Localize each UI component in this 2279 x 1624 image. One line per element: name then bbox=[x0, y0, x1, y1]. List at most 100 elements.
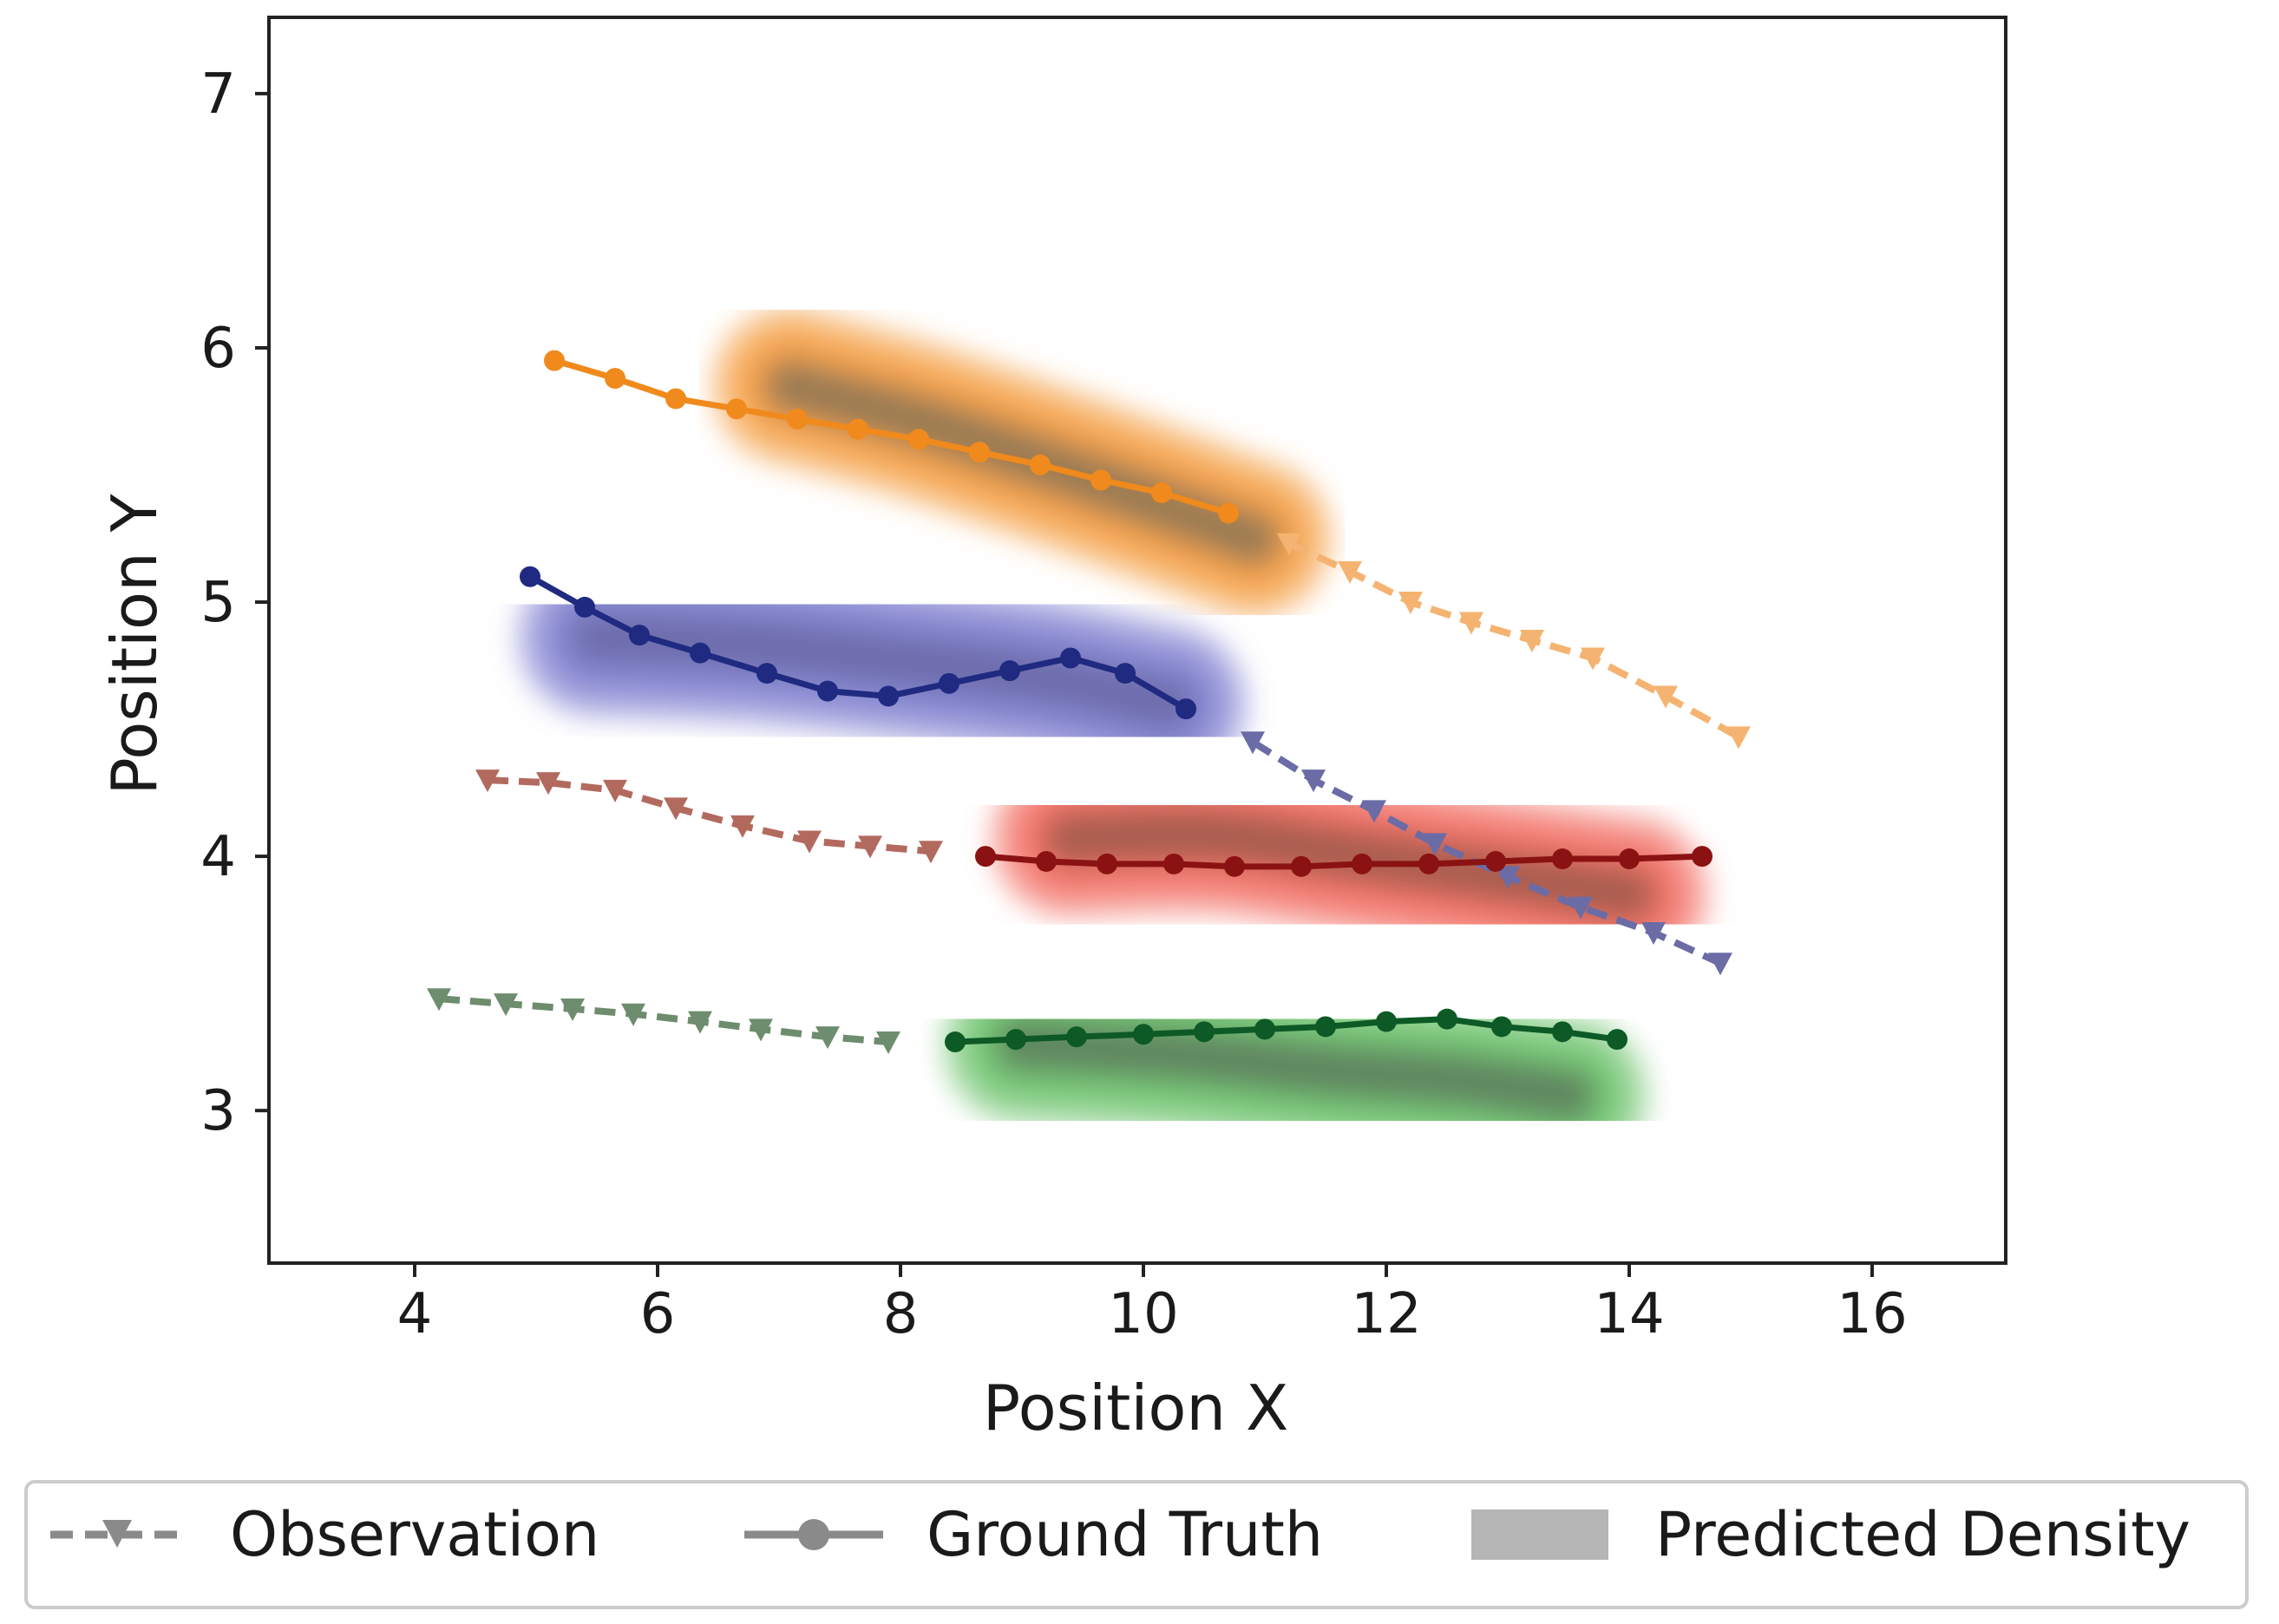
ground-truth-point bbox=[1115, 663, 1136, 684]
y-axis-ticks: 3 4 5 6 7 bbox=[200, 62, 269, 1143]
observation-point bbox=[1423, 833, 1447, 856]
plot-frame bbox=[267, 16, 2007, 1265]
ground-truth-point bbox=[1176, 698, 1196, 720]
observation-red bbox=[475, 769, 943, 864]
ground-truth-point bbox=[1151, 482, 1172, 504]
ground-truth-point bbox=[969, 442, 990, 463]
ground-truth-point bbox=[1005, 1029, 1026, 1051]
observation-point bbox=[876, 1031, 900, 1055]
observation-point bbox=[1459, 612, 1483, 635]
ground-truth-point bbox=[1437, 1008, 1457, 1030]
ground-truth-point bbox=[1552, 848, 1573, 870]
observation-point bbox=[730, 815, 755, 838]
ground-truth-point bbox=[999, 660, 1020, 682]
legend-observation-label: Observation bbox=[230, 1499, 599, 1570]
ground-truth-point bbox=[1619, 848, 1640, 870]
ground-truth-point bbox=[1254, 1018, 1275, 1040]
observation-point bbox=[815, 1026, 840, 1050]
ground-truth-point bbox=[1066, 1026, 1087, 1048]
observation-point bbox=[603, 779, 627, 802]
legend-density-patch bbox=[1471, 1509, 1608, 1560]
ground-truth-point bbox=[939, 672, 959, 694]
density-green bbox=[940, 961, 1651, 1178]
ground-truth-point bbox=[520, 566, 540, 587]
y-axis-label: Position Y bbox=[98, 493, 171, 795]
legend-ground-truth-label: Ground Truth bbox=[927, 1499, 1323, 1570]
observation-point bbox=[536, 772, 560, 796]
observation-point bbox=[858, 835, 882, 859]
ground-truth-point bbox=[544, 350, 565, 371]
observation-line bbox=[1287, 540, 1740, 740]
observation-point bbox=[621, 1003, 645, 1026]
legend-observation-marker-icon bbox=[102, 1520, 132, 1548]
ground-truth-point bbox=[817, 680, 838, 702]
y-tick-label: 6 bbox=[200, 317, 236, 381]
observation-point bbox=[1654, 685, 1678, 709]
ground-truth-point bbox=[726, 398, 747, 420]
ground-truth-green bbox=[945, 1008, 1627, 1053]
density-layer bbox=[514, 303, 1712, 1178]
observation-point bbox=[494, 993, 518, 1017]
ground-truth-point bbox=[605, 368, 625, 390]
ground-truth-point bbox=[908, 429, 929, 450]
observation-point bbox=[1708, 953, 1732, 976]
y-tick-label: 7 bbox=[200, 62, 236, 127]
observation-point bbox=[664, 797, 688, 821]
x-tick-label: 4 bbox=[397, 1282, 433, 1346]
observation-point bbox=[1496, 866, 1520, 889]
observation-point bbox=[1241, 731, 1265, 755]
ground-truth-point bbox=[848, 418, 868, 440]
x-tick-label: 10 bbox=[1108, 1282, 1178, 1346]
ground-truth-point bbox=[1491, 1016, 1512, 1038]
ground-truth-point bbox=[1291, 855, 1312, 877]
ground-truth-point bbox=[1097, 853, 1117, 874]
ground-truth-point bbox=[1036, 850, 1057, 872]
x-axis-label: Position X bbox=[983, 1372, 1289, 1444]
observation-point bbox=[1338, 560, 1362, 584]
x-tick-label: 8 bbox=[883, 1282, 919, 1346]
observation-line bbox=[487, 776, 932, 855]
observation-point bbox=[1277, 533, 1301, 556]
ground-truth-red bbox=[975, 846, 1713, 877]
x-axis-ticks: 4 6 8 10 12 14 16 bbox=[397, 1263, 1908, 1346]
x-tick-label: 12 bbox=[1351, 1282, 1421, 1346]
ground-truth-point bbox=[629, 625, 650, 646]
observation-point bbox=[1301, 769, 1326, 793]
observation-point bbox=[797, 830, 822, 854]
x-tick-label: 16 bbox=[1837, 1282, 1907, 1346]
ground-truth-point bbox=[665, 388, 686, 409]
observation-line bbox=[1250, 738, 1722, 966]
observation-point bbox=[688, 1011, 712, 1034]
observation-point bbox=[1362, 800, 1386, 823]
legend: Observation Ground Truth Predicted Densi… bbox=[24, 1480, 2249, 1609]
legend-entry-predicted-density: Predicted Density bbox=[1471, 1499, 2191, 1570]
observation-point bbox=[749, 1018, 773, 1042]
ground-truth-point bbox=[975, 846, 996, 868]
ground-truth-point bbox=[1090, 469, 1111, 491]
ground-truth-point bbox=[1485, 850, 1506, 872]
observation-layer bbox=[427, 533, 1751, 1055]
y-tick-label: 3 bbox=[200, 1079, 236, 1143]
observation-point bbox=[1398, 592, 1423, 615]
legend-ground-truth-marker-icon bbox=[798, 1519, 829, 1550]
x-tick-label: 6 bbox=[640, 1282, 676, 1346]
observation-point bbox=[475, 769, 500, 793]
ground-truth-blue bbox=[520, 566, 1196, 720]
ground-truth-point bbox=[1352, 853, 1372, 874]
observation-point bbox=[919, 841, 943, 864]
ground-truth-point bbox=[690, 642, 711, 664]
x-tick-label: 14 bbox=[1594, 1282, 1664, 1346]
ground-truth-point bbox=[1315, 1016, 1336, 1038]
observation-point bbox=[560, 998, 585, 1021]
ground-truth-point bbox=[1552, 1021, 1573, 1043]
y-tick-label: 4 bbox=[200, 825, 236, 889]
observation-point bbox=[1520, 630, 1544, 652]
ground-truth-point bbox=[787, 409, 808, 430]
observation-line bbox=[438, 995, 889, 1046]
observation-green bbox=[427, 988, 900, 1055]
y-tick-label: 5 bbox=[200, 571, 236, 635]
legend-density-label: Predicted Density bbox=[1655, 1499, 2191, 1570]
observation-blue bbox=[1241, 731, 1732, 976]
ground-truth-point bbox=[1607, 1029, 1627, 1051]
